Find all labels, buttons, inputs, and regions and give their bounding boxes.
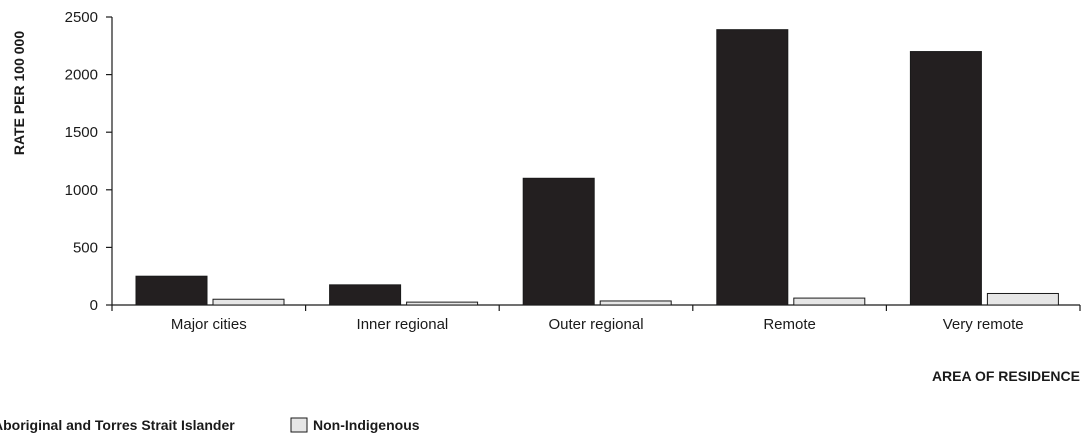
legend-label-indigenous: Aboriginal and Torres Strait Islander — [0, 417, 235, 433]
y-axis-title: RATE PER 100 000 — [11, 31, 27, 155]
x-category-label: Remote — [763, 316, 816, 333]
bar-indigenous — [135, 275, 208, 306]
bar-indigenous — [909, 51, 982, 306]
bars-group — [135, 29, 1059, 306]
x-category-label: Major cities — [171, 316, 247, 333]
legend-swatch-non-indigenous — [290, 417, 308, 433]
bar-non-indigenous — [212, 298, 285, 306]
bar-non-indigenous — [986, 292, 1059, 306]
bar-indigenous — [716, 29, 789, 306]
y-tick-label: 500 — [73, 239, 98, 256]
legend: Aboriginal and Torres Strait Islander No… — [0, 417, 420, 433]
y-tick-label: 2500 — [65, 9, 98, 26]
x-category-label: Inner regional — [357, 316, 449, 333]
y-tick-label: 2000 — [65, 67, 98, 84]
bar-indigenous — [522, 177, 595, 306]
x-category-label: Outer regional — [548, 316, 643, 333]
x-axis-ticks: Major cities Inner regional Outer regional… — [111, 305, 1081, 333]
bar-non-indigenous — [406, 301, 479, 306]
bar-non-indigenous — [793, 297, 866, 306]
y-axis-ticks: 0 500 1000 1500 2000 2500 — [65, 9, 112, 314]
bar-indigenous — [329, 284, 402, 306]
x-axis-title: AREA OF RESIDENCE — [932, 368, 1080, 384]
y-tick-label: 1500 — [65, 124, 98, 141]
y-tick-label: 0 — [90, 297, 98, 314]
bar-non-indigenous — [599, 300, 672, 306]
legend-label-non-indigenous: Non-Indigenous — [313, 417, 420, 433]
x-category-label: Very remote — [943, 316, 1024, 333]
y-tick-label: 1000 — [65, 182, 98, 199]
